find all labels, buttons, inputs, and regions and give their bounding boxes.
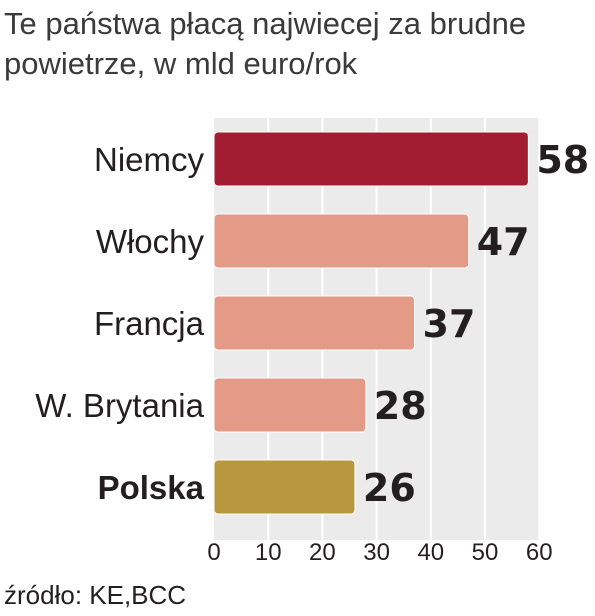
bars: [213, 131, 529, 515]
value-label: 37: [423, 302, 476, 346]
tick-label: 20: [309, 539, 336, 566]
bar: [213, 131, 529, 187]
category-label: Polska: [98, 469, 205, 506]
x-axis-ticks: 0 10 20 30 40 50 60: [207, 539, 552, 566]
value-label: 26: [363, 466, 416, 510]
bar: [213, 295, 416, 351]
category-label: Niemcy: [94, 141, 205, 178]
chart-title-line-1: Te państwa płacą najwiecej za brudne: [4, 6, 527, 41]
category-labels: Niemcy Włochy Francja W. Brytania Polska: [35, 141, 204, 506]
bar: [213, 377, 367, 433]
value-label: 47: [477, 220, 530, 264]
tick-label: 30: [363, 539, 390, 566]
category-label: Włochy: [96, 223, 205, 260]
chart-title: Te państwa płacą najwiecej za brudne pow…: [4, 4, 592, 84]
tick-label: 0: [207, 539, 220, 566]
chart-title-line-2: powietrze, w mld euro/rok: [4, 46, 358, 81]
category-label: W. Brytania: [35, 387, 204, 424]
tick-label: 60: [526, 539, 553, 566]
tick-label: 50: [472, 539, 499, 566]
value-label: 28: [374, 384, 427, 428]
tick-label: 40: [417, 539, 444, 566]
tick-label: 10: [255, 539, 282, 566]
bar: [213, 459, 356, 515]
bar: [213, 213, 470, 269]
value-label: 58: [536, 138, 589, 182]
category-label: Francja: [94, 305, 205, 342]
source-note: źródło: KE,BCC: [4, 580, 187, 610]
